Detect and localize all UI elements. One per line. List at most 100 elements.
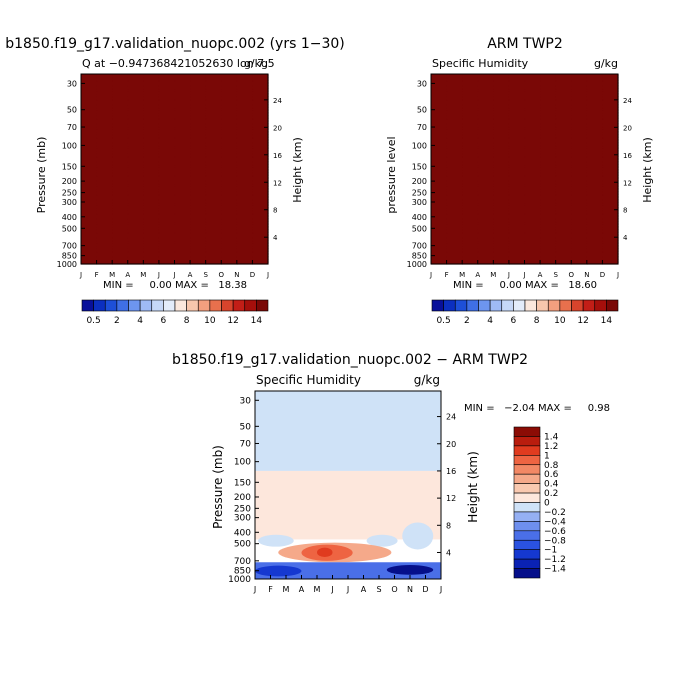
obs-cell — [540, 162, 557, 165]
obs-cell — [540, 104, 557, 107]
model-cell — [81, 248, 98, 251]
obs-cell — [571, 259, 588, 262]
model-cell — [221, 257, 238, 260]
model-cell — [96, 194, 113, 197]
model-cell — [81, 123, 98, 126]
obs-cell — [571, 240, 588, 243]
model-cell — [112, 176, 129, 180]
obs-cell — [508, 175, 526, 178]
obs-cell — [462, 162, 479, 165]
model-cell — [174, 104, 191, 107]
obs-cell — [462, 121, 479, 124]
model-cell — [174, 241, 191, 245]
model-cell — [81, 195, 98, 199]
obs-cell — [508, 194, 526, 197]
obs-cell — [586, 157, 604, 161]
model-cell — [205, 248, 222, 251]
model-cell — [112, 195, 129, 199]
obs-cell — [446, 129, 463, 132]
model-cell — [127, 145, 144, 148]
obs-cell — [462, 254, 479, 257]
model-cell — [174, 191, 191, 194]
model-cell — [127, 246, 144, 249]
model-cell — [190, 115, 207, 118]
obs-cell — [555, 254, 572, 257]
obs-cell — [540, 78, 557, 81]
model-cell — [190, 154, 207, 157]
obs-cell — [508, 178, 526, 181]
obs-cell — [540, 243, 557, 246]
obs-cell — [462, 226, 479, 229]
obs-cell — [508, 176, 526, 180]
model-cell — [143, 175, 160, 178]
obs-cell — [602, 112, 619, 115]
obs-cell — [571, 197, 588, 200]
model-cell — [221, 175, 238, 178]
model-cell — [252, 205, 269, 208]
model-cell — [143, 86, 160, 89]
model-cell — [190, 232, 207, 235]
model-cell — [143, 74, 160, 77]
obs-cell — [462, 203, 479, 207]
obs-cell — [524, 75, 541, 78]
model-cell — [252, 197, 269, 200]
obs-cell — [493, 146, 510, 150]
model-cell — [143, 257, 160, 260]
model-cell — [205, 89, 222, 93]
obs-cell — [508, 169, 526, 172]
model-cell — [112, 108, 129, 112]
obs-ptick-label: 1000 — [407, 260, 427, 269]
obs-cell — [571, 205, 588, 208]
model-cell — [96, 249, 113, 252]
model-cell — [205, 180, 222, 183]
obs-cell — [477, 256, 494, 259]
model-cell — [236, 110, 254, 113]
model-cell — [205, 238, 222, 241]
obs-cell — [462, 222, 479, 226]
obs-cell — [555, 257, 572, 260]
obs-ptick-label: 100 — [412, 141, 427, 150]
obs-cell — [477, 214, 494, 218]
obs-cell — [431, 216, 448, 219]
model-cell — [127, 186, 144, 189]
model-cell — [221, 126, 238, 129]
obs-cell — [540, 80, 557, 83]
obs-cell — [571, 218, 588, 221]
model-cell — [190, 110, 207, 113]
model-cell — [81, 100, 98, 104]
obs-mtick-label: A — [538, 271, 543, 279]
obs-cell — [524, 151, 541, 154]
model-cell — [205, 154, 222, 157]
model-cell — [127, 157, 144, 161]
model-cell — [81, 208, 98, 211]
model-cell — [236, 93, 254, 96]
obs-cell — [431, 178, 448, 181]
obs-cell — [602, 181, 619, 184]
model-cell — [96, 110, 113, 113]
model-cell — [174, 121, 191, 124]
model-cell — [96, 243, 113, 246]
model-cell — [96, 230, 113, 233]
model-cell — [81, 257, 98, 260]
model-cell — [205, 214, 222, 218]
model-cell — [127, 83, 144, 86]
model-cell — [112, 96, 129, 99]
obs-cell — [586, 129, 604, 132]
obs-cell — [493, 100, 510, 104]
obs-cell — [508, 85, 526, 88]
obs-cell — [555, 176, 572, 180]
model-cell — [158, 83, 176, 86]
obs-cell — [493, 213, 510, 216]
obs-cell — [540, 197, 557, 200]
model-cell — [158, 97, 176, 100]
obs-cell — [493, 148, 510, 151]
model-cell — [190, 150, 207, 153]
model-cell — [158, 99, 176, 102]
obs-cell — [555, 126, 572, 129]
obs-cell — [540, 151, 557, 154]
model-cell — [174, 192, 191, 195]
obs-colorbar-swatch — [454, 299, 468, 312]
model-cell — [143, 222, 160, 226]
obs-cell — [571, 156, 588, 159]
model-cell — [127, 78, 144, 81]
